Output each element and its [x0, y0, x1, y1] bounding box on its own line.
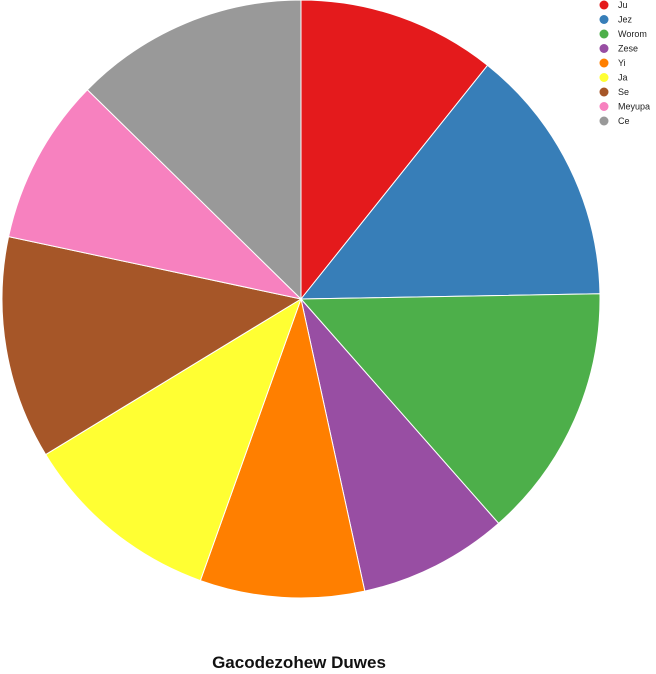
legend-label-ju: Ju — [618, 0, 628, 10]
legend-label-ce: Ce — [618, 116, 630, 126]
legend-marker-ju — [599, 0, 609, 10]
legend-marker-meyupa — [599, 102, 609, 111]
pie-slice-se — [1, 236, 303, 456]
pie-slice-jez — [299, 64, 601, 300]
pie-slice-zese — [300, 297, 500, 592]
legend-label-yi: Yi — [618, 58, 626, 68]
pie-slice-meyupa — [7, 89, 303, 300]
legend-label-jez: Jez — [618, 15, 633, 25]
legend-marker-ja — [599, 73, 609, 82]
legend-marker-jez — [599, 15, 609, 24]
chart-title: Gacodezohew Duwes — [212, 653, 386, 672]
legend-marker-zese — [599, 44, 609, 53]
pie-slice-ja — [44, 297, 302, 582]
pie-slice-yi — [199, 297, 366, 599]
pie-slices — [1, 0, 601, 599]
legend-label-zese: Zese — [618, 44, 638, 54]
pie-slice-ju — [300, 0, 489, 301]
legend-marker-worom — [599, 29, 609, 39]
legend: Ju Jez Worom Zese Yi Ja Se Meyupa Ce — [599, 0, 650, 126]
legend-marker-yi — [599, 58, 609, 68]
legend-label-worom: Worom — [618, 29, 647, 39]
pie-slice-worom — [299, 293, 601, 525]
legend-label-ja: Ja — [618, 73, 628, 83]
legend-label-se: Se — [618, 87, 629, 97]
legend-marker-se — [599, 87, 609, 97]
legend-marker-ce — [599, 116, 609, 126]
legend-label-meyupa: Meyupa — [618, 102, 650, 112]
pie-slice-ce — [86, 0, 302, 301]
